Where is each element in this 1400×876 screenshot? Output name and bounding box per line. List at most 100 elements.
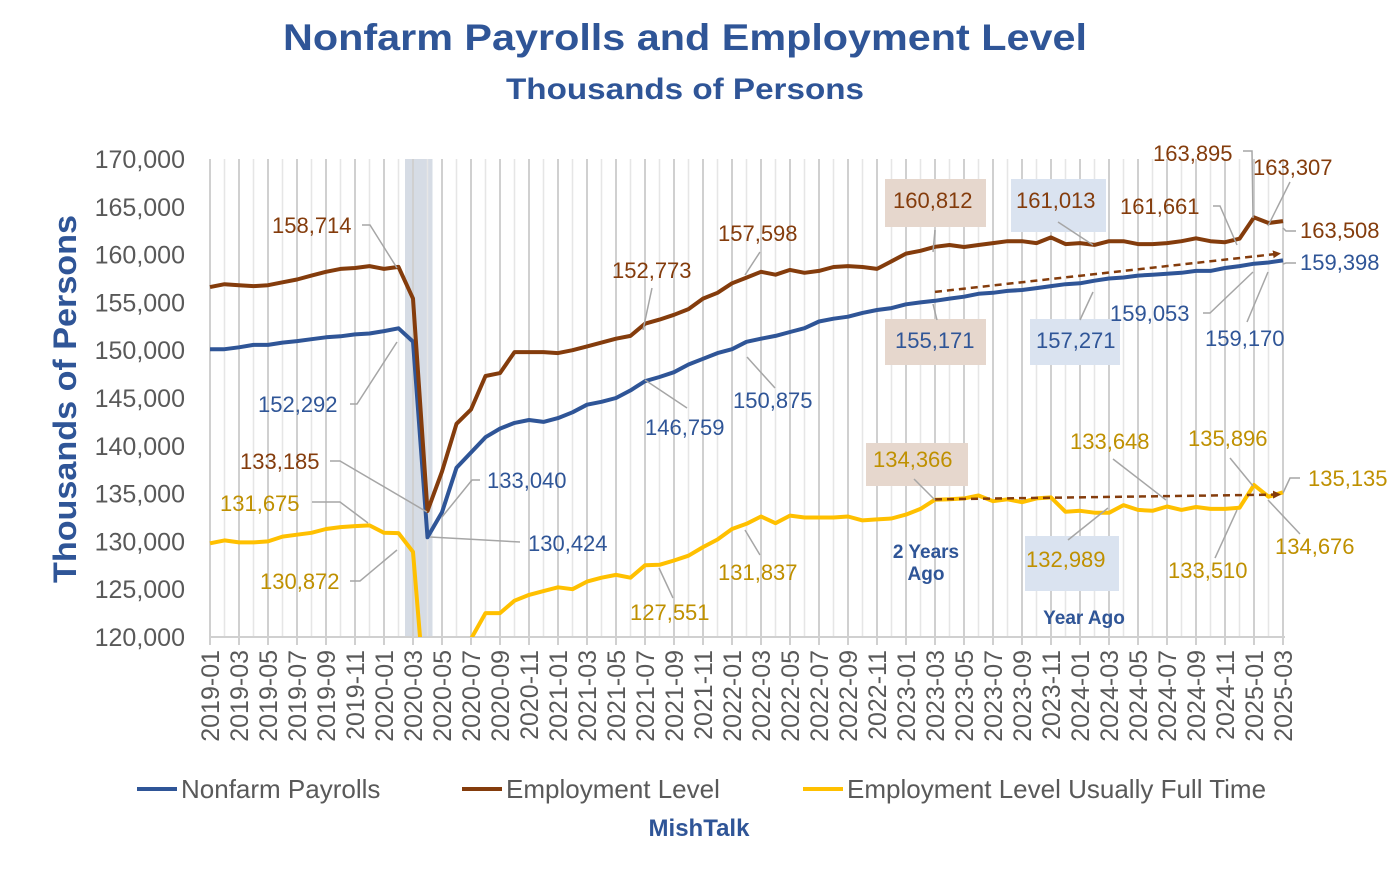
label-leader-line (1247, 272, 1268, 322)
y-tick-label: 150,000 (95, 337, 185, 365)
x-tick-label: 2020-09 (487, 650, 515, 742)
data-label: 130,872 (260, 569, 340, 594)
y-tick-label: 135,000 (95, 481, 185, 509)
label-leader-line (1243, 151, 1253, 218)
x-tick-label: 2023-03 (922, 650, 950, 742)
x-tick-label: 2020-01 (371, 650, 399, 742)
data-label: 159,398 (1300, 250, 1380, 275)
data-label: 133,648 (1070, 429, 1150, 454)
legend-label: Employment Level (506, 774, 720, 804)
x-tick-label: 2023-05 (951, 650, 979, 742)
data-label: 161,661 (1120, 194, 1200, 219)
x-tick-label: 2021-01 (545, 650, 573, 742)
label-leader-line (1283, 478, 1300, 493)
x-tick-label: 2024-09 (1183, 650, 1211, 742)
x-tick-label: 2020-03 (400, 650, 428, 742)
label-leader-line (645, 380, 687, 408)
data-label: 163,508 (1300, 218, 1380, 243)
y-tick-labels: 120,000 125,000 130,000 135,000 140,000 145,0… (95, 146, 185, 652)
data-label: 157,598 (718, 221, 798, 246)
data-label: 133,510 (1168, 558, 1248, 583)
data-label: 131,837 (718, 560, 798, 585)
legend-label: Nonfarm Payrolls (181, 774, 380, 804)
y-tick-label: 140,000 (95, 433, 185, 461)
x-tick-label: 2022-05 (777, 650, 805, 742)
y-tick-label: 125,000 (95, 576, 185, 604)
label-leader-line (350, 550, 397, 581)
annotation-year-ago: Year Ago (1043, 608, 1125, 629)
data-label: 133,185 (240, 449, 320, 474)
x-tick-label: 2022-01 (719, 650, 747, 742)
label-leader-line (659, 568, 673, 598)
chart-subtitle: Thousands of Persons (506, 73, 864, 106)
x-tick-label: 2019-05 (255, 650, 283, 742)
x-tick-label: 2025-03 (1270, 650, 1298, 742)
x-tick-label: 2023-11 (1038, 650, 1066, 740)
trend-arrow (935, 254, 1279, 292)
x-tick-label: 2024-01 (1067, 650, 1095, 742)
y-axis-title: Thousands of Persons (47, 215, 83, 583)
data-label: 133,040 (487, 468, 567, 493)
label-leader-line (350, 342, 397, 404)
chart-title: Nonfarm Payrolls and Employment Level (283, 17, 1087, 58)
data-label: 152,292 (258, 392, 338, 417)
data-label: 150,875 (733, 388, 813, 413)
y-tick-label: 155,000 (95, 289, 185, 317)
x-tick-label: 2021-07 (632, 650, 660, 742)
data-label: 160,812 (893, 188, 973, 213)
x-tick-label: 2024-07 (1154, 650, 1182, 742)
data-label: 163,895 (1153, 141, 1233, 166)
x-tick-label: 2020-05 (429, 650, 457, 742)
legend: Nonfarm Payrolls Employment Level Employme… (137, 774, 1266, 804)
label-leader-line (430, 537, 520, 542)
legend-label: Employment Level Usually Full Time (847, 774, 1266, 804)
data-label: 159,170 (1205, 326, 1285, 351)
data-label: 158,714 (272, 213, 352, 238)
x-tick-label: 2023-09 (1009, 650, 1037, 742)
label-leader-line (1283, 228, 1296, 231)
x-tick-label: 2020-11 (516, 650, 544, 740)
y-tick-label: 145,000 (95, 385, 185, 413)
data-label: 146,759 (645, 415, 725, 440)
data-label: 157,271 (1036, 328, 1116, 353)
data-label: 134,366 (873, 447, 953, 472)
annotation-two-years-ago-line1: 2 Years (893, 542, 959, 563)
data-label: 135,135 (1308, 466, 1388, 491)
label-leader-line (1230, 458, 1253, 486)
y-tick-label: 170,000 (95, 146, 185, 174)
x-tick-label: 2024-03 (1096, 650, 1124, 742)
label-leader-line (1113, 459, 1166, 500)
x-tick-label: 2024-05 (1125, 650, 1153, 742)
annotation-two-years-ago-line2: Ago (908, 564, 945, 585)
label-leader-line (1080, 292, 1093, 320)
x-tick-label: 2025-01 (1241, 650, 1269, 742)
data-label: 131,675 (220, 491, 300, 516)
x-tick-label: 2021-03 (574, 650, 602, 742)
x-tick-label: 2019-11 (342, 650, 370, 740)
x-tick-label: 2019-07 (284, 650, 312, 742)
data-label: 152,773 (612, 258, 692, 283)
data-label: 134,676 (1275, 534, 1355, 559)
data-label: 135,896 (1188, 426, 1268, 451)
trend-arrows (935, 254, 1279, 500)
x-tick-label: 2021-05 (603, 650, 631, 742)
y-tick-label: 130,000 (95, 528, 185, 556)
x-tick-label: 2024-11 (1212, 650, 1240, 740)
data-label: 161,013 (1016, 188, 1096, 213)
x-tick-label: 2021-11 (690, 650, 718, 740)
label-leader-line (362, 225, 397, 268)
x-tick-label: 2023-01 (893, 650, 921, 742)
x-tick-label: 2019-09 (313, 650, 341, 742)
y-tick-label: 165,000 (95, 194, 185, 222)
data-label: 159,053 (1110, 301, 1190, 326)
x-tick-label: 2022-07 (806, 650, 834, 742)
x-tick-label: 2022-11 (864, 650, 892, 740)
data-label: 155,171 (895, 328, 975, 353)
x-tick-label: 2019-03 (226, 650, 254, 742)
x-tick-label: 2023-07 (980, 650, 1008, 742)
y-tick-label: 120,000 (95, 624, 185, 652)
x-tick-label: 2022-09 (835, 650, 863, 742)
x-tick-label: 2019-01 (197, 650, 225, 742)
